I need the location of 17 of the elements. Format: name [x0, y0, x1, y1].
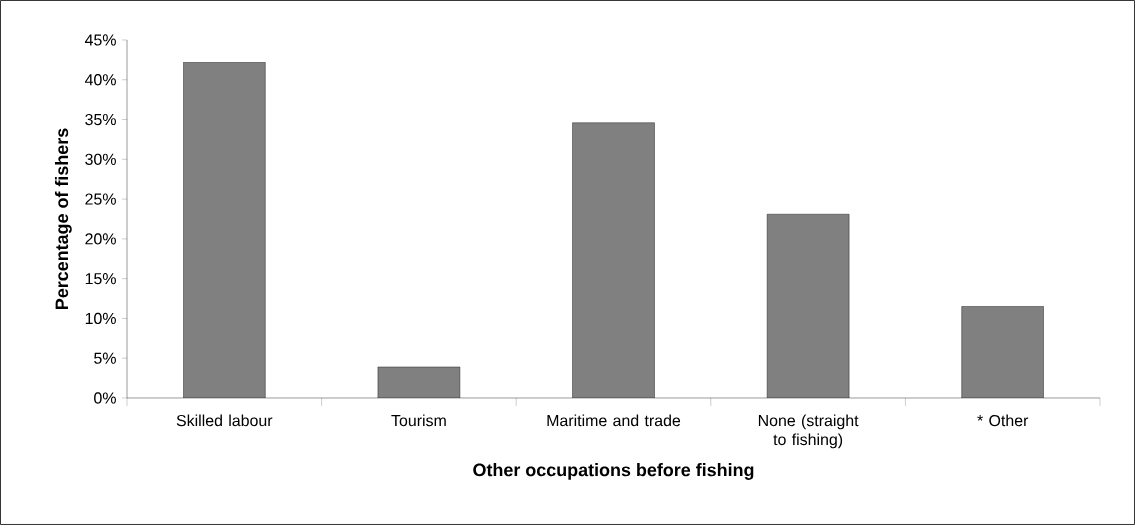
x-tick-label: None (straight to fishing) [758, 414, 859, 449]
y-tick-label: 35% [85, 113, 116, 126]
y-tick-label: 0% [94, 392, 116, 404]
x-tick-label: * Other [977, 414, 1029, 427]
y-tick-label: 40% [84, 74, 116, 86]
y-axis-title: Percentage of fishers [54, 128, 72, 309]
x-tick-label: Skilled labour [176, 414, 273, 427]
x-tick-label: Maritime and trade [547, 414, 681, 427]
y-tick-label: 15% [85, 273, 116, 285]
y-tick-label: 5% [94, 352, 116, 364]
x-axis-title: Other occupations before fishing [473, 463, 754, 480]
y-tick-label: 10% [85, 312, 116, 325]
y-tick-label: 30% [85, 153, 116, 165]
y-tick-label: 25% [85, 193, 116, 205]
x-tick-label: Tourism [391, 414, 446, 427]
y-tick-label: 45% [84, 34, 116, 46]
y-tick-label: 20% [85, 233, 116, 245]
